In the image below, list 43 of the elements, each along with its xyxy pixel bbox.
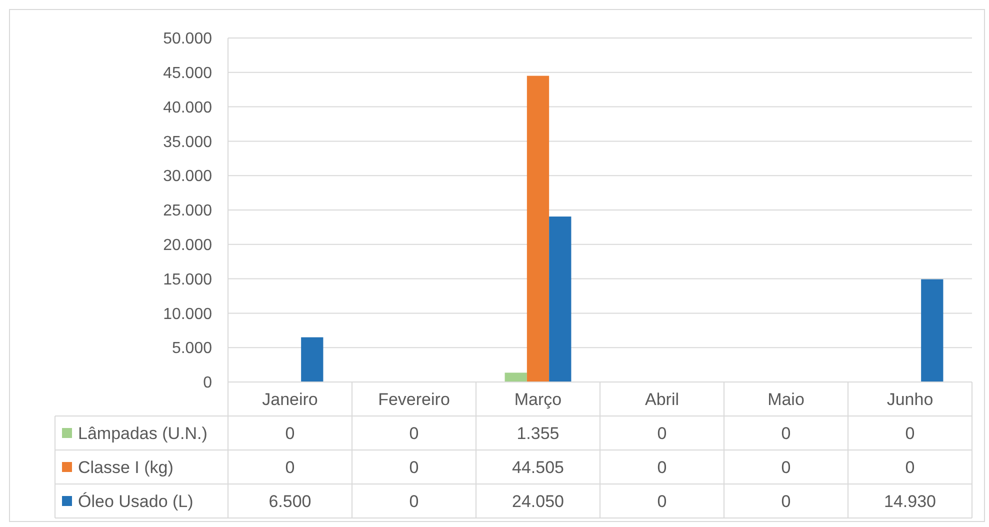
x-tick-label: Fevereiro xyxy=(378,390,450,409)
data-label: 0 xyxy=(285,424,295,443)
data-label: 0 xyxy=(905,424,915,443)
legend-label: Classe I (kg) xyxy=(78,458,174,477)
data-label: 24.050 xyxy=(512,492,564,511)
bar xyxy=(549,216,572,382)
data-label: 0 xyxy=(409,458,419,477)
x-tick-label: Abril xyxy=(644,390,680,409)
data-label: 6.500 xyxy=(268,492,312,511)
data-label: 0 xyxy=(781,458,791,477)
data-label: 0 xyxy=(409,424,419,443)
data-label: 0 xyxy=(781,492,791,511)
data-label: 14.930 xyxy=(884,492,936,511)
bar xyxy=(504,372,527,382)
x-tick-label: Junho xyxy=(886,390,934,409)
data-label: 1.355 xyxy=(516,424,560,443)
x-tick-label: Maio xyxy=(768,390,804,409)
y-tick-label: 15.000 xyxy=(163,271,212,288)
y-tick-label: 40.000 xyxy=(163,99,212,116)
y-tick-label: 50.000 xyxy=(163,30,212,48)
data-label: 44.505 xyxy=(512,458,564,477)
data-label: 0 xyxy=(657,492,667,511)
data-label: 0 xyxy=(409,492,419,511)
legend-label: Lâmpadas (U.N.) xyxy=(78,424,208,443)
data-label: 0 xyxy=(905,458,915,477)
data-label: 0 xyxy=(285,458,295,477)
y-tick-label: 45.000 xyxy=(163,65,212,82)
y-tick-label: 20.000 xyxy=(163,237,212,254)
y-tick-label: 35.000 xyxy=(163,134,212,151)
bar xyxy=(921,279,944,382)
y-tick-label: 25.000 xyxy=(163,202,212,220)
y-tick-label: 0 xyxy=(203,374,212,392)
bar xyxy=(526,76,550,382)
x-tick-label: Março xyxy=(514,390,562,409)
data-label: 0 xyxy=(657,458,667,477)
y-tick-label: 10.000 xyxy=(163,306,212,323)
x-tick-label: Janeiro xyxy=(262,390,318,409)
legend-label: Óleo Usado (L) xyxy=(78,492,194,511)
y-tick-label: 5.000 xyxy=(172,340,212,358)
data-label: 0 xyxy=(781,424,791,443)
y-tick-label: 30.000 xyxy=(163,168,212,186)
data-label: 0 xyxy=(657,424,667,443)
bar xyxy=(301,337,324,382)
